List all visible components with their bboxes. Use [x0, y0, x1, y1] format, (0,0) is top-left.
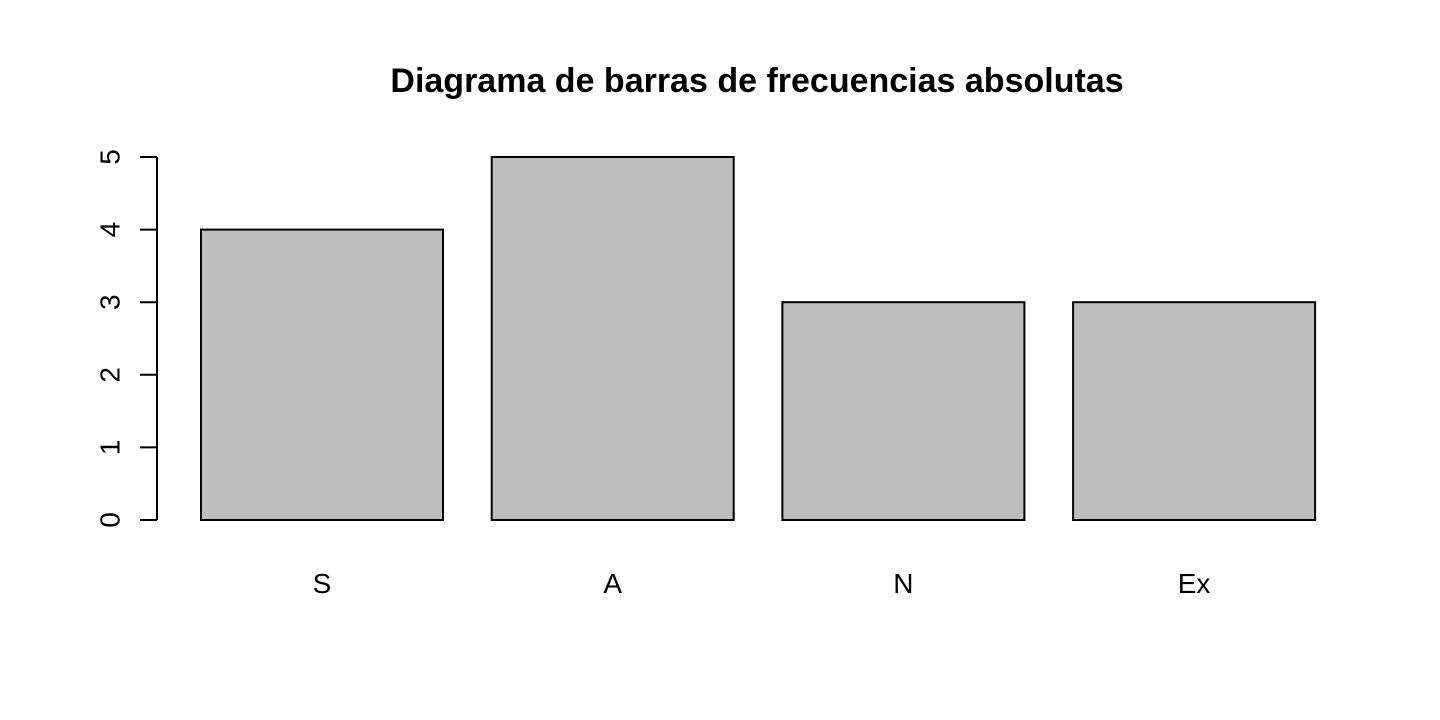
y-tick-label: 5: [95, 149, 126, 165]
bar-ex: [1072, 301, 1317, 522]
x-axis-labels: S A N Ex: [313, 568, 1211, 599]
y-tick-label: 4: [95, 222, 126, 238]
y-tick-label: 2: [95, 367, 126, 383]
x-tick-label: Ex: [1178, 568, 1211, 599]
bars-group: [200, 156, 1317, 522]
x-tick-label: A: [603, 568, 622, 599]
y-tick-label: 1: [95, 440, 126, 456]
bar-s: [200, 228, 444, 521]
bar-n: [781, 301, 1026, 522]
y-tick-label: 3: [95, 294, 126, 310]
x-tick-label: N: [893, 568, 913, 599]
y-axis: 0 1 2 3 4 5: [95, 149, 158, 528]
bar-a: [490, 156, 735, 521]
chart-title: Diagrama de barras de frecuencias absolu…: [390, 62, 1123, 100]
y-tick-label: 0: [95, 512, 126, 528]
x-tick-label: S: [313, 568, 332, 599]
